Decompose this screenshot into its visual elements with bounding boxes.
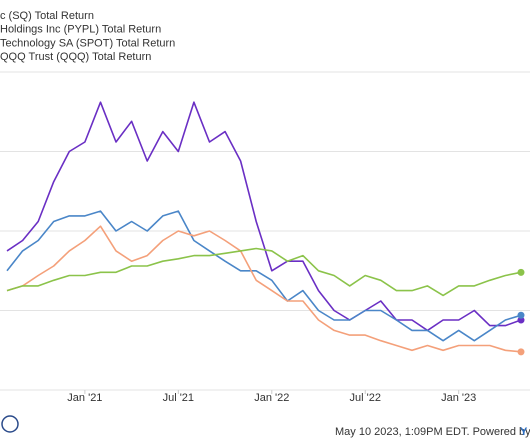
legend-label: QQQ Trust (QQQ) Total Return (0, 51, 151, 63)
footer: May 10 2023, 1:09PM EDT. Powered by (335, 426, 530, 438)
legend-label: Holdings Inc (PYPL) Total Return (0, 24, 161, 36)
logo-letter: Y (520, 426, 528, 438)
legend-label: c (SQ) Total Return (0, 10, 94, 22)
end-dot (517, 348, 525, 356)
x-tick-label: Jan '22 (254, 392, 289, 404)
brand-logo (1, 415, 19, 433)
series-line (6, 210, 522, 342)
end-dot (517, 268, 525, 276)
legend-label: Technology SA (SPOT) Total Return (0, 37, 175, 49)
series-line (6, 247, 522, 297)
x-tick-label: Jan '23 (441, 392, 476, 404)
series-line (6, 101, 522, 332)
end-dot (517, 311, 525, 319)
series-line (6, 225, 522, 353)
x-tick-label: Jan '21 (67, 392, 102, 404)
x-tick-label: Jul '22 (350, 392, 381, 404)
x-tick-label: Jul '21 (163, 392, 194, 404)
